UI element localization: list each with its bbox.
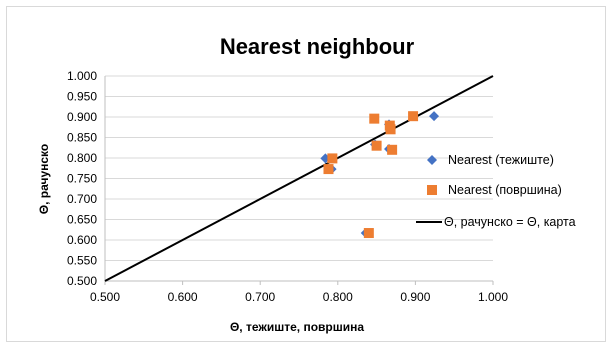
y-tick-label: 1.000 [67,69,97,83]
legend: Nearest (тежиште) Nearest (површина) Θ, ра… [416,153,576,229]
data-point-square [363,228,374,239]
grid-lines [105,75,493,261]
x-tick-label: 0.500 [90,290,120,304]
x-tick-label: 0.800 [323,290,353,304]
data-point-square [323,164,334,175]
y-axis-ticks: 0.500 0.550 0.600 0.650 0.700 0.750 0.800 0.850… [67,69,97,288]
data-point-square [387,144,398,155]
x-tick-label: 0.700 [245,290,275,304]
chart-title: Nearest neighbour [220,34,415,59]
x-tick-label: 0.600 [168,290,198,304]
legend-label: Nearest (тежиште) [448,153,554,167]
y-tick-label: 0.700 [67,192,97,206]
x-axis-ticks: 0.500 0.600 0.700 0.800 0.900 1.000 [90,281,508,304]
y-tick-label: 0.500 [67,274,97,288]
x-axis-title: Θ, тежиште, површина [230,320,364,334]
legend-marker-diamond [427,155,437,165]
data-point-square [408,111,419,122]
data-point-square [327,153,338,164]
y-tick-label: 0.850 [67,131,97,145]
data-point-square [369,113,380,124]
data-point-diamond [429,111,440,122]
axes [104,76,493,282]
x-tick-label: 1.000 [478,290,508,304]
y-tick-label: 0.800 [67,151,97,165]
legend-label: Θ, рачунско = Θ, карта [444,215,576,229]
y-tick-label: 0.750 [67,172,97,186]
y-tick-label: 0.550 [67,254,97,268]
x-tick-label: 0.900 [400,290,430,304]
y-tick-label: 0.950 [67,90,97,104]
y-tick-label: 0.900 [67,110,97,124]
data-series [104,75,494,282]
y-tick-label: 0.600 [67,233,97,247]
y-axis-title: Θ, рачунско [37,144,51,214]
y-tick-label: 0.650 [67,213,97,227]
data-point-square [371,140,382,151]
legend-label: Nearest (површина) [448,183,562,197]
identity-line [104,75,494,282]
data-point-square [385,124,396,135]
legend-marker-square [427,185,437,195]
